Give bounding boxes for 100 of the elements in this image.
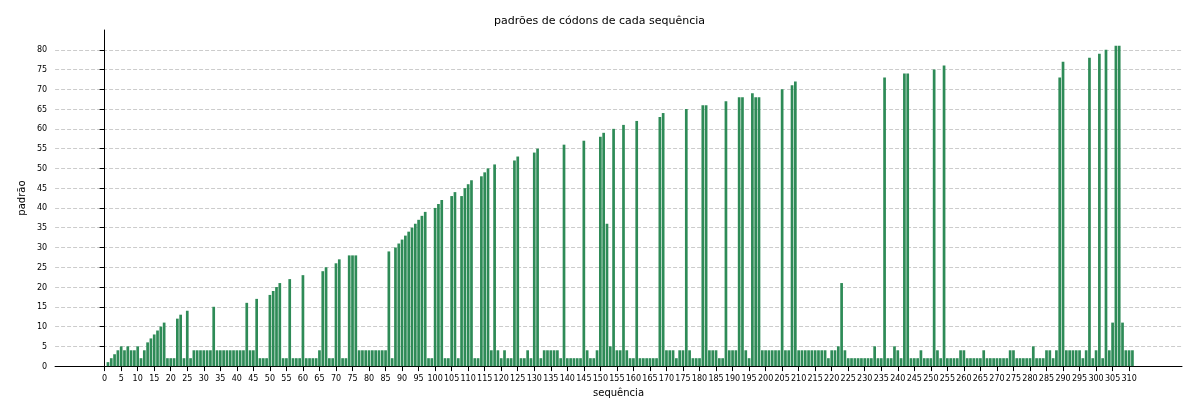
x-tick-label: 250 <box>923 373 939 383</box>
x-tick-label: 75 <box>347 373 358 383</box>
bar <box>493 164 496 367</box>
x-tick-label: 45 <box>248 373 259 383</box>
x-tick-label: 180 <box>691 373 708 383</box>
x-tick-label: 155 <box>609 373 625 383</box>
x-tick-label: 305 <box>1104 373 1121 383</box>
x-tick-label: 210 <box>791 373 807 383</box>
y-tick-label: 0 <box>41 361 48 371</box>
bar <box>361 350 364 367</box>
bar <box>437 203 440 367</box>
x-tick-label: 105 <box>444 373 460 383</box>
bar <box>873 346 877 367</box>
bar <box>146 342 149 367</box>
x-tick-label: 125 <box>510 373 526 383</box>
x-tick-label: 10 <box>132 373 143 383</box>
x-tick-label: 280 <box>1022 373 1038 383</box>
y-tick-label: 55 <box>36 144 48 154</box>
bar <box>113 354 116 367</box>
y-tick-label: 50 <box>36 163 48 173</box>
y-tick-label: 75 <box>36 65 48 75</box>
bar <box>271 290 275 367</box>
bar <box>526 350 530 367</box>
bar <box>176 318 179 367</box>
bar <box>278 283 282 367</box>
bar <box>136 346 140 367</box>
y-tick-label: 35 <box>36 223 48 233</box>
x-tick-label: 245 <box>906 373 922 383</box>
x-tick-label: 195 <box>741 373 757 383</box>
bar <box>635 120 639 367</box>
bar <box>774 350 777 367</box>
y-tick-label: 60 <box>36 124 48 134</box>
x-tick-label: 35 <box>215 373 226 383</box>
bar <box>109 358 113 367</box>
bar <box>840 283 843 367</box>
x-tick-label: 90 <box>396 373 408 383</box>
bar <box>413 223 417 367</box>
x-tick-label: 295 <box>1071 373 1088 383</box>
bar <box>906 73 910 367</box>
x-tick-label: 255 <box>939 373 955 383</box>
bar <box>602 132 606 367</box>
x-tick-label: 235 <box>873 373 889 383</box>
bar <box>926 358 929 367</box>
bar <box>817 350 820 367</box>
bar <box>245 302 249 367</box>
bar <box>152 334 156 367</box>
y-axis-title: padrão <box>15 180 27 216</box>
y-tick-label: 30 <box>36 242 48 252</box>
x-tick-label: 115 <box>477 373 493 383</box>
x-tick-label: 230 <box>857 373 873 383</box>
bar <box>212 306 216 367</box>
bar <box>1008 350 1012 367</box>
y-tick-label: 40 <box>36 203 48 213</box>
bar <box>466 184 470 367</box>
x-tick-label: 190 <box>724 373 741 383</box>
x-tick-label: 25 <box>182 373 193 383</box>
x-tick-label: 20 <box>165 373 176 383</box>
bar <box>536 148 539 367</box>
x-tick-label: 175 <box>675 373 691 383</box>
bar <box>255 298 259 367</box>
x-tick-label: 215 <box>807 373 823 383</box>
y-tick-label: 15 <box>36 302 48 312</box>
bar <box>308 358 311 367</box>
bar <box>440 200 444 367</box>
x-tick-label: 70 <box>330 373 342 383</box>
bar <box>684 109 688 367</box>
bar <box>423 211 427 367</box>
bar <box>1078 350 1081 367</box>
bar <box>542 350 546 367</box>
bar <box>337 259 341 367</box>
bar <box>232 350 235 367</box>
bar <box>156 330 159 367</box>
bar <box>1098 53 1101 367</box>
bar <box>1045 350 1048 367</box>
x-tick-label: 225 <box>840 373 856 383</box>
bar <box>532 152 536 367</box>
bar <box>199 350 202 367</box>
bar <box>807 350 810 367</box>
x-tick-label: 160 <box>625 373 642 383</box>
bar <box>185 310 189 367</box>
x-tick-label: 120 <box>493 373 509 383</box>
bar <box>850 358 853 367</box>
x-tick-label: 300 <box>1088 373 1104 383</box>
bar <box>737 97 741 367</box>
bar <box>793 81 797 367</box>
bar <box>483 172 487 367</box>
bar <box>1022 358 1025 367</box>
bar <box>883 77 886 367</box>
x-tick-label: 170 <box>658 373 675 383</box>
bar <box>407 231 411 367</box>
bar <box>321 271 325 367</box>
bar <box>661 113 665 367</box>
x-tick-label: 150 <box>592 373 608 383</box>
bar <box>222 350 225 367</box>
y-tick-label: 65 <box>36 104 48 114</box>
x-tick-label: 185 <box>708 373 724 383</box>
bar <box>599 136 602 367</box>
bar <box>513 160 516 367</box>
bar <box>992 358 995 367</box>
x-axis-title: sequência <box>593 386 645 398</box>
